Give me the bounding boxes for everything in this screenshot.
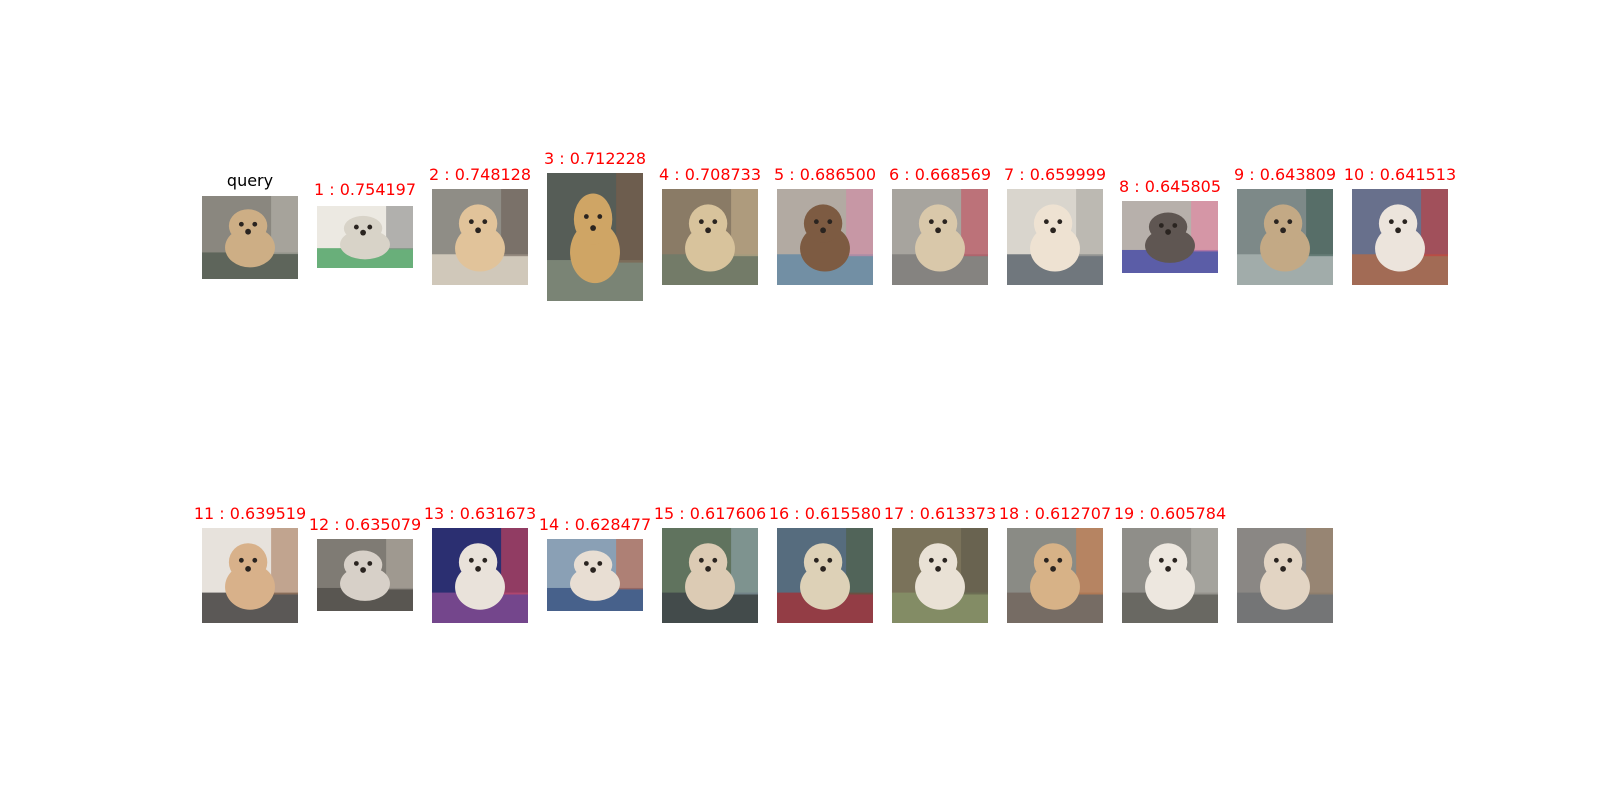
photo-graphic (1007, 528, 1103, 623)
photo-graphic (892, 189, 988, 285)
photo-graphic (777, 189, 873, 285)
result-image-1 (317, 206, 413, 268)
result-label-9: 9 : 0.643809 (1233, 165, 1337, 184)
result-label-2: 2 : 0.748128 (428, 165, 532, 184)
result-image-15 (662, 528, 758, 623)
result-image-13 (432, 528, 528, 623)
result-label-3: 3 : 0.712228 (543, 149, 647, 168)
photo-graphic (432, 189, 528, 285)
result-image-10 (1352, 189, 1448, 285)
photo-graphic (317, 206, 413, 268)
result-label-4: 4 : 0.708733 (658, 165, 762, 184)
result-image-8 (1122, 201, 1218, 273)
query-label: query (226, 171, 274, 190)
result-label-5: 5 : 0.686500 (773, 165, 877, 184)
result-label-1: 1 : 0.754197 (313, 180, 417, 199)
photo-graphic (1352, 189, 1448, 285)
result-image-2 (432, 189, 528, 285)
result-label-19: 19 : 0.605784 (1113, 504, 1227, 523)
result-image-14 (547, 539, 643, 611)
photo-graphic (547, 539, 643, 611)
result-image-6 (892, 189, 988, 285)
result-label-13: 13 : 0.631673 (423, 504, 537, 523)
photo-graphic (892, 528, 988, 623)
photo-graphic (202, 196, 298, 279)
result-label-7: 7 : 0.659999 (1003, 165, 1107, 184)
photo-graphic (432, 528, 528, 623)
result-image-9 (1237, 189, 1333, 285)
result-label-17: 17 : 0.613373 (883, 504, 997, 523)
result-image-18 (1007, 528, 1103, 623)
result-image-16 (777, 528, 873, 623)
result-image-17 (892, 528, 988, 623)
photo-graphic (1007, 189, 1103, 285)
result-image-11 (202, 528, 298, 623)
photo-graphic (1122, 528, 1218, 623)
result-label-16: 16 : 0.615580 (768, 504, 882, 523)
result-image-7 (1007, 189, 1103, 285)
photo-graphic (317, 539, 413, 611)
query-image (202, 196, 298, 279)
result-label-10: 10 : 0.641513 (1343, 165, 1457, 184)
photo-graphic (1122, 201, 1218, 273)
photo-graphic (662, 528, 758, 623)
photo-graphic (202, 528, 298, 623)
result-image-3 (547, 173, 643, 301)
result-label-8: 8 : 0.645805 (1118, 177, 1222, 196)
photo-graphic (777, 528, 873, 623)
result-label-14: 14 : 0.628477 (538, 515, 652, 534)
result-image-19 (1122, 528, 1218, 623)
result-label-11: 11 : 0.639519 (193, 504, 307, 523)
result-label-15: 15 : 0.617606 (653, 504, 767, 523)
photo-graphic (662, 189, 758, 285)
result-label-12: 12 : 0.635079 (308, 515, 422, 534)
result-image-20 (1237, 528, 1333, 623)
result-image-4 (662, 189, 758, 285)
result-image-5 (777, 189, 873, 285)
photo-graphic (547, 173, 643, 301)
photo-graphic (1237, 528, 1333, 623)
photo-graphic (1237, 189, 1333, 285)
result-image-12 (317, 539, 413, 611)
result-label-6: 6 : 0.668569 (888, 165, 992, 184)
result-label-18: 18 : 0.612707 (998, 504, 1112, 523)
